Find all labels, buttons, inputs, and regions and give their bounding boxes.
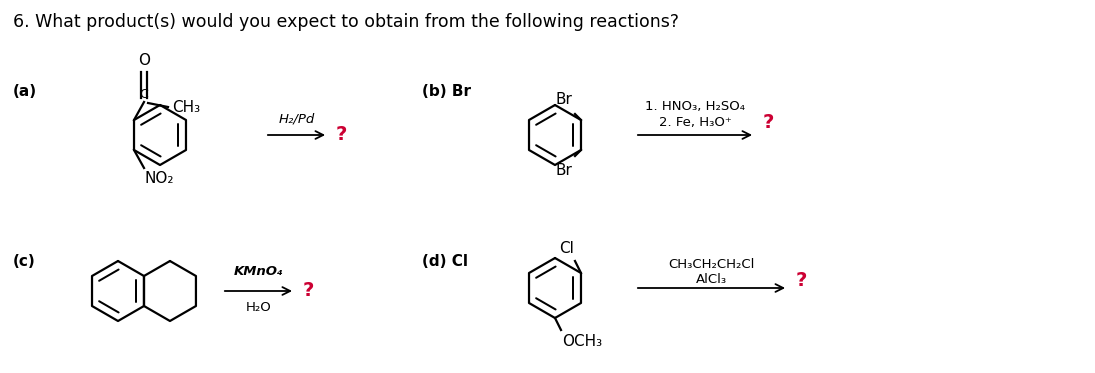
- Text: (c): (c): [13, 254, 36, 269]
- Text: (d) Cl: (d) Cl: [422, 254, 468, 269]
- Text: ?: ?: [303, 282, 314, 301]
- Text: ?: ?: [336, 125, 347, 144]
- Text: OCH₃: OCH₃: [562, 334, 602, 349]
- Text: (b) Br: (b) Br: [422, 84, 471, 98]
- Text: 2. Fe, H₃O⁺: 2. Fe, H₃O⁺: [658, 116, 731, 129]
- Text: Br: Br: [555, 92, 572, 107]
- Text: ?: ?: [796, 270, 807, 289]
- Text: Cl: Cl: [560, 241, 574, 256]
- Text: AlCl₃: AlCl₃: [696, 273, 727, 286]
- Text: C: C: [140, 88, 149, 101]
- Text: ?: ?: [763, 113, 774, 132]
- Text: 6. What product(s) would you expect to obtain from the following reactions?: 6. What product(s) would you expect to o…: [13, 13, 679, 31]
- Text: H₂/Pd: H₂/Pd: [278, 112, 314, 125]
- Text: CH₃CH₂CH₂Cl: CH₃CH₂CH₂Cl: [668, 258, 754, 271]
- Text: 1. HNO₃, H₂SO₄: 1. HNO₃, H₂SO₄: [645, 100, 745, 113]
- Text: Br: Br: [555, 163, 572, 178]
- Text: O: O: [138, 53, 150, 68]
- Text: (a): (a): [13, 84, 37, 98]
- Text: NO₂: NO₂: [145, 171, 173, 186]
- Text: H₂O: H₂O: [245, 301, 272, 314]
- Text: KMnO₄: KMnO₄: [233, 265, 284, 278]
- Text: CH₃: CH₃: [172, 100, 200, 116]
